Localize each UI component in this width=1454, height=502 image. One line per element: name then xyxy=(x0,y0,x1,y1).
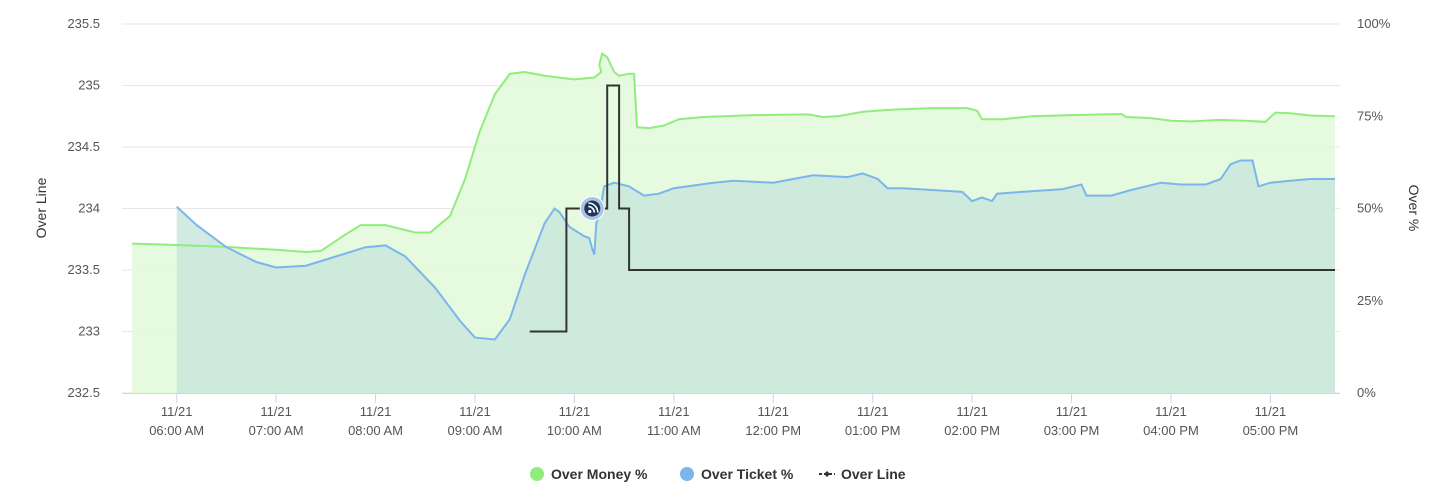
x-tick-date: 11/21 xyxy=(161,404,193,419)
y-left-tick-label: 233 xyxy=(78,324,100,339)
y-left-tick-label: 235 xyxy=(78,78,100,93)
legend-circle-icon xyxy=(530,467,544,481)
x-tick-time: 05:00 PM xyxy=(1243,423,1299,438)
x-tick-date: 11/21 xyxy=(956,404,988,419)
x-tick-date: 11/21 xyxy=(459,404,491,419)
x-tick-time: 10:00 AM xyxy=(547,423,602,438)
y-right-tick-label: 0% xyxy=(1357,385,1376,400)
y-left-tick-label: 234.5 xyxy=(67,139,100,154)
area-over-ticket- xyxy=(176,160,1336,393)
x-tick-date: 11/21 xyxy=(559,404,591,419)
line-over-ticket- xyxy=(176,159,1335,341)
x-tick-date: 11/21 xyxy=(260,404,292,419)
legend-item: Over Line xyxy=(819,466,906,482)
area-series xyxy=(131,53,1336,393)
legend-item: Over Money % xyxy=(530,466,648,482)
x-tick-time: 06:00 AM xyxy=(149,423,204,438)
x-tick-date: 11/21 xyxy=(1255,404,1287,419)
x-tick-time: 03:00 PM xyxy=(1044,423,1100,438)
legend-item: Over Ticket % xyxy=(680,466,794,482)
x-tick-time: 09:00 AM xyxy=(448,423,503,438)
y-axis-right-title: Over % xyxy=(1406,185,1422,232)
x-tick-date: 11/21 xyxy=(857,404,889,419)
y-right-tick-label: 25% xyxy=(1357,293,1383,308)
line-series xyxy=(131,51,1336,341)
feed-arc-icon xyxy=(588,202,599,213)
x-tick-time: 04:00 PM xyxy=(1143,423,1199,438)
y-right-tick-label: 75% xyxy=(1357,108,1383,123)
axes: 235.5 235 234.5 234 233.5 233 232.5 100% 75% 50% 2… xyxy=(67,16,1390,438)
y-right-tick-label: 50% xyxy=(1357,201,1383,216)
line-over-money- xyxy=(131,51,1336,254)
legend-diamond-icon xyxy=(824,471,830,477)
x-tick-time: 08:00 AM xyxy=(348,423,403,438)
y-axis-left-title: Over Line xyxy=(33,177,49,238)
legend-label: Over Ticket % xyxy=(701,466,794,482)
legend-label: Over Money % xyxy=(551,466,648,482)
legend-label: Over Line xyxy=(841,466,906,482)
y-left-tick-label: 234 xyxy=(78,201,100,216)
y-left-tick-label: 233.5 xyxy=(67,262,100,277)
y-right-tick-label: 100% xyxy=(1357,16,1391,31)
x-tick-time: 12:00 PM xyxy=(745,423,801,438)
feed-arc-icon xyxy=(588,205,596,213)
x-tick-date: 11/21 xyxy=(1155,404,1187,419)
y-left-tick-label: 235.5 xyxy=(67,16,100,31)
legend: Over Money % Over Ticket % Over Line xyxy=(530,466,906,482)
feed-dot-icon xyxy=(588,209,592,214)
x-tick-date: 11/21 xyxy=(360,404,392,419)
line-over-line xyxy=(529,84,1335,333)
x-tick-time: 11:00 AM xyxy=(647,423,701,438)
y-left-tick-label: 232.5 xyxy=(67,385,100,400)
x-tick-time: 02:00 PM xyxy=(944,423,1000,438)
x-tick-date: 11/21 xyxy=(757,404,789,419)
x-tick-date: 11/21 xyxy=(1056,404,1088,419)
x-tick-time: 07:00 AM xyxy=(249,423,304,438)
legend-circle-icon xyxy=(680,467,694,481)
x-tick-time: 01:00 PM xyxy=(845,423,901,438)
x-tick-date: 11/21 xyxy=(658,404,690,419)
